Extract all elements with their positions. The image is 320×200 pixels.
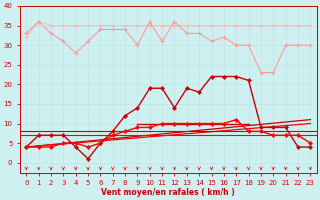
X-axis label: Vent moyen/en rafales ( km/h ): Vent moyen/en rafales ( km/h ) <box>101 188 235 197</box>
